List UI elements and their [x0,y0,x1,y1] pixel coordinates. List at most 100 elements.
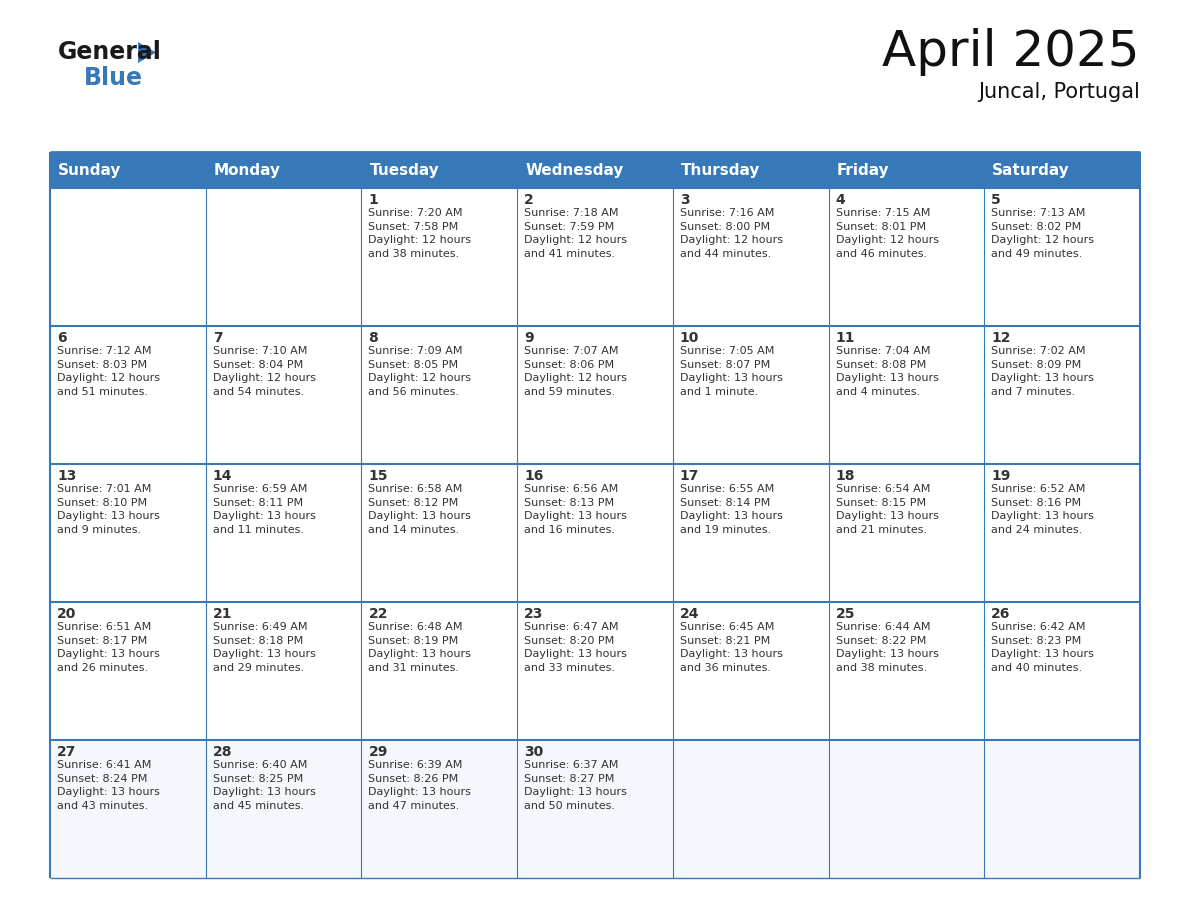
Bar [206,464,361,602]
Text: 8: 8 [368,331,378,345]
Text: 21: 21 [213,607,232,621]
Text: 10: 10 [680,331,700,345]
Text: Sunrise: 6:56 AM
Sunset: 8:13 PM
Daylight: 13 hours
and 16 minutes.: Sunrise: 6:56 AM Sunset: 8:13 PM Dayligh… [524,484,627,535]
Bar [672,188,828,326]
Text: 5: 5 [991,193,1001,207]
Text: Sunrise: 6:41 AM
Sunset: 8:24 PM
Daylight: 13 hours
and 43 minutes.: Sunrise: 6:41 AM Sunset: 8:24 PM Dayligh… [57,760,160,811]
Text: Sunrise: 7:18 AM
Sunset: 7:59 PM
Daylight: 12 hours
and 41 minutes.: Sunrise: 7:18 AM Sunset: 7:59 PM Dayligh… [524,208,627,259]
Bar [985,602,1140,740]
Bar [361,188,517,326]
Text: Sunrise: 6:44 AM
Sunset: 8:22 PM
Daylight: 13 hours
and 38 minutes.: Sunrise: 6:44 AM Sunset: 8:22 PM Dayligh… [835,622,939,673]
Text: Blue: Blue [84,66,143,90]
Text: Sunrise: 6:55 AM
Sunset: 8:14 PM
Daylight: 13 hours
and 19 minutes.: Sunrise: 6:55 AM Sunset: 8:14 PM Dayligh… [680,484,783,535]
Text: 30: 30 [524,745,543,759]
Bar [50,464,206,602]
Bar [672,326,828,464]
Text: Sunrise: 6:47 AM
Sunset: 8:20 PM
Daylight: 13 hours
and 33 minutes.: Sunrise: 6:47 AM Sunset: 8:20 PM Dayligh… [524,622,627,673]
Bar [361,464,517,602]
Bar [206,188,361,326]
Text: 28: 28 [213,745,232,759]
Text: 1: 1 [368,193,378,207]
Text: 22: 22 [368,607,388,621]
Bar [672,740,828,878]
Text: 12: 12 [991,331,1011,345]
Polygon shape [138,42,156,63]
Text: 17: 17 [680,469,700,483]
Text: Sunrise: 7:07 AM
Sunset: 8:06 PM
Daylight: 12 hours
and 59 minutes.: Sunrise: 7:07 AM Sunset: 8:06 PM Dayligh… [524,346,627,397]
Bar [517,326,672,464]
Bar [985,740,1140,878]
Text: Sunrise: 7:04 AM
Sunset: 8:08 PM
Daylight: 13 hours
and 4 minutes.: Sunrise: 7:04 AM Sunset: 8:08 PM Dayligh… [835,346,939,397]
Text: 9: 9 [524,331,533,345]
Text: Sunrise: 7:13 AM
Sunset: 8:02 PM
Daylight: 12 hours
and 49 minutes.: Sunrise: 7:13 AM Sunset: 8:02 PM Dayligh… [991,208,1094,259]
Text: Sunrise: 6:39 AM
Sunset: 8:26 PM
Daylight: 13 hours
and 47 minutes.: Sunrise: 6:39 AM Sunset: 8:26 PM Dayligh… [368,760,472,811]
Text: Sunrise: 6:48 AM
Sunset: 8:19 PM
Daylight: 13 hours
and 31 minutes.: Sunrise: 6:48 AM Sunset: 8:19 PM Dayligh… [368,622,472,673]
Text: Wednesday: Wednesday [525,162,624,177]
Bar [50,326,206,464]
Text: Sunrise: 6:49 AM
Sunset: 8:18 PM
Daylight: 13 hours
and 29 minutes.: Sunrise: 6:49 AM Sunset: 8:18 PM Dayligh… [213,622,316,673]
Text: 4: 4 [835,193,846,207]
Bar [50,602,206,740]
Text: 3: 3 [680,193,689,207]
Text: Saturday: Saturday [992,162,1070,177]
Text: 13: 13 [57,469,76,483]
Bar [828,602,985,740]
Text: Sunrise: 6:52 AM
Sunset: 8:16 PM
Daylight: 13 hours
and 24 minutes.: Sunrise: 6:52 AM Sunset: 8:16 PM Dayligh… [991,484,1094,535]
Bar [517,188,672,326]
Text: General: General [58,40,162,64]
Bar [985,188,1140,326]
Text: 15: 15 [368,469,388,483]
Text: Tuesday: Tuesday [369,162,440,177]
Text: 19: 19 [991,469,1011,483]
Bar [828,740,985,878]
Bar [50,152,1140,188]
Text: 16: 16 [524,469,544,483]
Text: 18: 18 [835,469,855,483]
Text: Friday: Friday [836,162,889,177]
Text: April 2025: April 2025 [883,28,1140,76]
Text: Sunrise: 6:59 AM
Sunset: 8:11 PM
Daylight: 13 hours
and 11 minutes.: Sunrise: 6:59 AM Sunset: 8:11 PM Dayligh… [213,484,316,535]
Bar [50,188,206,326]
Bar [672,464,828,602]
Bar [517,464,672,602]
Text: 20: 20 [57,607,76,621]
Text: Sunrise: 7:20 AM
Sunset: 7:58 PM
Daylight: 12 hours
and 38 minutes.: Sunrise: 7:20 AM Sunset: 7:58 PM Dayligh… [368,208,472,259]
Text: Sunrise: 7:10 AM
Sunset: 8:04 PM
Daylight: 12 hours
and 54 minutes.: Sunrise: 7:10 AM Sunset: 8:04 PM Dayligh… [213,346,316,397]
Bar [985,464,1140,602]
Bar [828,188,985,326]
Text: Sunrise: 6:40 AM
Sunset: 8:25 PM
Daylight: 13 hours
and 45 minutes.: Sunrise: 6:40 AM Sunset: 8:25 PM Dayligh… [213,760,316,811]
Text: 23: 23 [524,607,544,621]
Text: 7: 7 [213,331,222,345]
Text: Sunrise: 7:12 AM
Sunset: 8:03 PM
Daylight: 12 hours
and 51 minutes.: Sunrise: 7:12 AM Sunset: 8:03 PM Dayligh… [57,346,160,397]
Text: Sunrise: 6:58 AM
Sunset: 8:12 PM
Daylight: 13 hours
and 14 minutes.: Sunrise: 6:58 AM Sunset: 8:12 PM Dayligh… [368,484,472,535]
Bar [828,326,985,464]
Text: Sunrise: 6:45 AM
Sunset: 8:21 PM
Daylight: 13 hours
and 36 minutes.: Sunrise: 6:45 AM Sunset: 8:21 PM Dayligh… [680,622,783,673]
Bar [672,602,828,740]
Text: Sunrise: 7:05 AM
Sunset: 8:07 PM
Daylight: 13 hours
and 1 minute.: Sunrise: 7:05 AM Sunset: 8:07 PM Dayligh… [680,346,783,397]
Text: Juncal, Portugal: Juncal, Portugal [978,82,1140,102]
Text: 25: 25 [835,607,855,621]
Text: Sunrise: 6:42 AM
Sunset: 8:23 PM
Daylight: 13 hours
and 40 minutes.: Sunrise: 6:42 AM Sunset: 8:23 PM Dayligh… [991,622,1094,673]
Text: Sunrise: 7:15 AM
Sunset: 8:01 PM
Daylight: 12 hours
and 46 minutes.: Sunrise: 7:15 AM Sunset: 8:01 PM Dayligh… [835,208,939,259]
Text: Sunrise: 6:37 AM
Sunset: 8:27 PM
Daylight: 13 hours
and 50 minutes.: Sunrise: 6:37 AM Sunset: 8:27 PM Dayligh… [524,760,627,811]
Text: 11: 11 [835,331,855,345]
Text: 6: 6 [57,331,67,345]
Bar [361,740,517,878]
Text: 24: 24 [680,607,700,621]
Text: Sunrise: 7:01 AM
Sunset: 8:10 PM
Daylight: 13 hours
and 9 minutes.: Sunrise: 7:01 AM Sunset: 8:10 PM Dayligh… [57,484,160,535]
Bar [985,326,1140,464]
Text: Sunrise: 7:16 AM
Sunset: 8:00 PM
Daylight: 12 hours
and 44 minutes.: Sunrise: 7:16 AM Sunset: 8:00 PM Dayligh… [680,208,783,259]
Text: Sunrise: 7:02 AM
Sunset: 8:09 PM
Daylight: 13 hours
and 7 minutes.: Sunrise: 7:02 AM Sunset: 8:09 PM Dayligh… [991,346,1094,397]
Text: 2: 2 [524,193,533,207]
Text: Thursday: Thursday [681,162,760,177]
Bar [517,602,672,740]
Text: Sunrise: 6:51 AM
Sunset: 8:17 PM
Daylight: 13 hours
and 26 minutes.: Sunrise: 6:51 AM Sunset: 8:17 PM Dayligh… [57,622,160,673]
Text: 27: 27 [57,745,76,759]
Bar [50,740,206,878]
Text: 14: 14 [213,469,232,483]
Bar [206,740,361,878]
Bar [206,326,361,464]
Bar [517,740,672,878]
Bar [206,602,361,740]
Bar [361,602,517,740]
